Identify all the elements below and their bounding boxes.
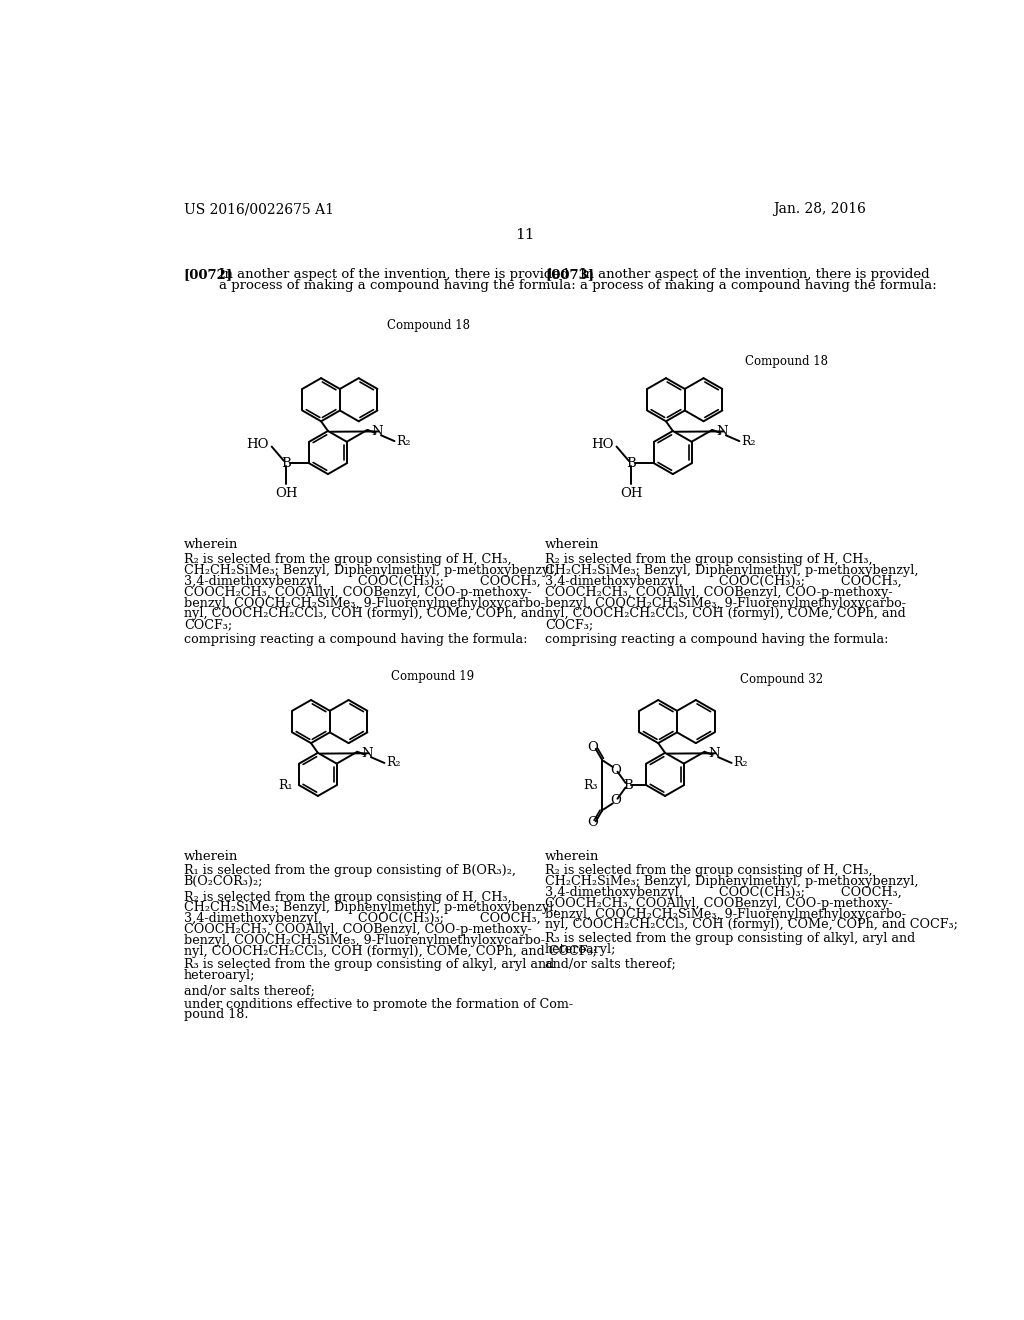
Text: N: N <box>709 747 720 760</box>
Text: N: N <box>372 425 383 438</box>
Text: CH₂CH₂SiMe₃; Benzyl, Diphenylmethyl, p-methoxybenzyl,: CH₂CH₂SiMe₃; Benzyl, Diphenylmethyl, p-m… <box>545 564 919 577</box>
Text: and/or salts thereof;: and/or salts thereof; <box>183 983 314 997</box>
Text: wherein: wherein <box>183 850 239 863</box>
Text: Compound 18: Compound 18 <box>745 355 828 368</box>
Text: and/or salts thereof;: and/or salts thereof; <box>545 957 676 970</box>
Text: Compound 19: Compound 19 <box>391 671 474 684</box>
Text: CH₂CH₂SiMe₃; Benzyl, Diphenylmethyl, p-methoxybenzyl,: CH₂CH₂SiMe₃; Benzyl, Diphenylmethyl, p-m… <box>183 564 557 577</box>
Text: R₃ is selected from the group consisting of alkyl, aryl and: R₃ is selected from the group consisting… <box>183 958 554 972</box>
Text: In another aspect of the invention, there is provided: In another aspect of the invention, ther… <box>219 268 568 281</box>
Text: B: B <box>282 457 291 470</box>
Text: nyl, COOCH₂CH₂CCl₃, COH (formyl), COMe, COPh, and COCF₃;: nyl, COOCH₂CH₂CCl₃, COH (formyl), COMe, … <box>545 919 957 932</box>
Text: In another aspect of the invention, there is provided: In another aspect of the invention, ther… <box>580 268 930 281</box>
Text: comprising reacting a compound having the formula:: comprising reacting a compound having th… <box>183 632 527 645</box>
Text: OH: OH <box>620 487 642 500</box>
Text: Jan. 28, 2016: Jan. 28, 2016 <box>773 202 866 216</box>
Text: R₃ is selected from the group consisting of alkyl, aryl and: R₃ is selected from the group consisting… <box>545 932 915 945</box>
Text: COCF₃;: COCF₃; <box>183 618 231 631</box>
Text: wherein: wherein <box>545 850 599 863</box>
Text: US 2016/0022675 A1: US 2016/0022675 A1 <box>183 202 334 216</box>
Text: R₂ is selected from the group consisting of H, CH₃,: R₂ is selected from the group consisting… <box>183 891 511 904</box>
Text: R₂ is selected from the group consisting of H, CH₃,: R₂ is selected from the group consisting… <box>545 553 872 566</box>
Text: wherein: wherein <box>545 539 599 550</box>
Text: R₂ is selected from the group consisting of H, CH₃,: R₂ is selected from the group consisting… <box>183 553 511 566</box>
Text: R₂ is selected from the group consisting of H, CH₃,: R₂ is selected from the group consisting… <box>545 865 872 878</box>
Text: O: O <box>610 793 622 807</box>
Text: a process of making a compound having the formula:: a process of making a compound having th… <box>580 280 937 292</box>
Text: COOCH₂CH₃, COOAllyl, COOBenzyl, COO-p-methoxy-: COOCH₂CH₃, COOAllyl, COOBenzyl, COO-p-me… <box>183 923 531 936</box>
Text: pound 18.: pound 18. <box>183 1008 248 1022</box>
Text: nyl, COOCH₂CH₂CCl₃, COH (formyl), COMe, COPh, and COCF₃;: nyl, COOCH₂CH₂CCl₃, COH (formyl), COMe, … <box>183 945 597 957</box>
Text: COOCH₂CH₃, COOAllyl, COOBenzyl, COO-p-methoxy-: COOCH₂CH₃, COOAllyl, COOBenzyl, COO-p-me… <box>545 586 893 599</box>
Text: [0073]: [0073] <box>545 268 594 281</box>
Text: B: B <box>627 457 636 470</box>
Text: N: N <box>361 747 373 760</box>
Text: OH: OH <box>275 487 298 500</box>
Text: R₃: R₃ <box>584 779 598 792</box>
Text: R₂: R₂ <box>741 434 756 447</box>
Text: COOCH₂CH₃, COOAllyl, COOBenzyl, COO-p-methoxy-: COOCH₂CH₃, COOAllyl, COOBenzyl, COO-p-me… <box>545 896 893 909</box>
Text: COCF₃;: COCF₃; <box>545 618 593 631</box>
Text: Compound 18: Compound 18 <box>387 319 470 333</box>
Text: nyl, COOCH₂CH₂CCl₃, COH (formyl), COMe, COPh, and: nyl, COOCH₂CH₂CCl₃, COH (formyl), COMe, … <box>183 607 545 620</box>
Text: benzyl, COOCH₂CH₂SiMe₃, 9-Fluorenylmethyloxycarbo-: benzyl, COOCH₂CH₂SiMe₃, 9-Fluorenylmethy… <box>183 933 545 946</box>
Text: O: O <box>587 816 598 829</box>
Text: R₂: R₂ <box>396 434 411 447</box>
Text: nyl, COOCH₂CH₂CCl₃, COH (formyl), COMe, COPh, and: nyl, COOCH₂CH₂CCl₃, COH (formyl), COMe, … <box>545 607 905 620</box>
Text: Compound 32: Compound 32 <box>739 673 823 686</box>
Text: HO: HO <box>246 438 268 451</box>
Text: CH₂CH₂SiMe₃; Benzyl, Diphenylmethyl, p-methoxybenzyl,: CH₂CH₂SiMe₃; Benzyl, Diphenylmethyl, p-m… <box>545 875 919 888</box>
Text: COOCH₂CH₃, COOAllyl, COOBenzyl, COO-p-methoxy-: COOCH₂CH₃, COOAllyl, COOBenzyl, COO-p-me… <box>183 586 531 599</box>
Text: R₂: R₂ <box>733 756 748 770</box>
Text: B: B <box>623 779 633 792</box>
Text: B(O₂COR₃)₂;: B(O₂COR₃)₂; <box>183 875 263 888</box>
Text: wherein: wherein <box>183 539 239 550</box>
Text: [0072]: [0072] <box>183 268 232 281</box>
Text: R₂: R₂ <box>386 756 400 770</box>
Text: 11: 11 <box>515 227 535 242</box>
Text: 3,4-dimethoxybenzyl,         COOC(CH₃)₃;         COOCH₃,: 3,4-dimethoxybenzyl, COOC(CH₃)₃; COOCH₃, <box>183 912 541 925</box>
Text: N: N <box>716 425 728 438</box>
Text: 3,4-dimethoxybenzyl,         COOC(CH₃)₃;         COOCH₃,: 3,4-dimethoxybenzyl, COOC(CH₃)₃; COOCH₃, <box>545 886 902 899</box>
Text: R₁ is selected from the group consisting of B(OR₃)₂,: R₁ is selected from the group consisting… <box>183 865 516 878</box>
Text: under conditions effective to promote the formation of Com-: under conditions effective to promote th… <box>183 998 572 1011</box>
Text: benzyl, COOCH₂CH₂SiMe₃, 9-Fluorenylmethyloxycarbo-: benzyl, COOCH₂CH₂SiMe₃, 9-Fluorenylmethy… <box>183 597 545 610</box>
Text: R₁: R₁ <box>279 779 293 792</box>
Text: benzyl, COOCH₂CH₂SiMe₃, 9-Fluorenylmethyloxycarbo-: benzyl, COOCH₂CH₂SiMe₃, 9-Fluorenylmethy… <box>545 597 906 610</box>
Text: CH₂CH₂SiMe₃; Benzyl, Diphenylmethyl, p-methoxybenzyl,: CH₂CH₂SiMe₃; Benzyl, Diphenylmethyl, p-m… <box>183 902 557 915</box>
Text: O: O <box>610 763 622 776</box>
Text: O: O <box>587 741 598 754</box>
Text: HO: HO <box>591 438 613 451</box>
Text: a process of making a compound having the formula:: a process of making a compound having th… <box>219 280 575 292</box>
Text: heteroaryl;: heteroaryl; <box>545 942 616 956</box>
Text: 3,4-dimethoxybenzyl,         COOC(CH₃)₃;         COOCH₃,: 3,4-dimethoxybenzyl, COOC(CH₃)₃; COOCH₃, <box>545 576 902 587</box>
Text: benzyl, COOCH₂CH₂SiMe₃, 9-Fluorenylmethyloxycarbo-: benzyl, COOCH₂CH₂SiMe₃, 9-Fluorenylmethy… <box>545 908 906 920</box>
Text: heteroaryl;: heteroaryl; <box>183 969 255 982</box>
Text: comprising reacting a compound having the formula:: comprising reacting a compound having th… <box>545 632 889 645</box>
Text: 3,4-dimethoxybenzyl,         COOC(CH₃)₃;         COOCH₃,: 3,4-dimethoxybenzyl, COOC(CH₃)₃; COOCH₃, <box>183 576 541 587</box>
